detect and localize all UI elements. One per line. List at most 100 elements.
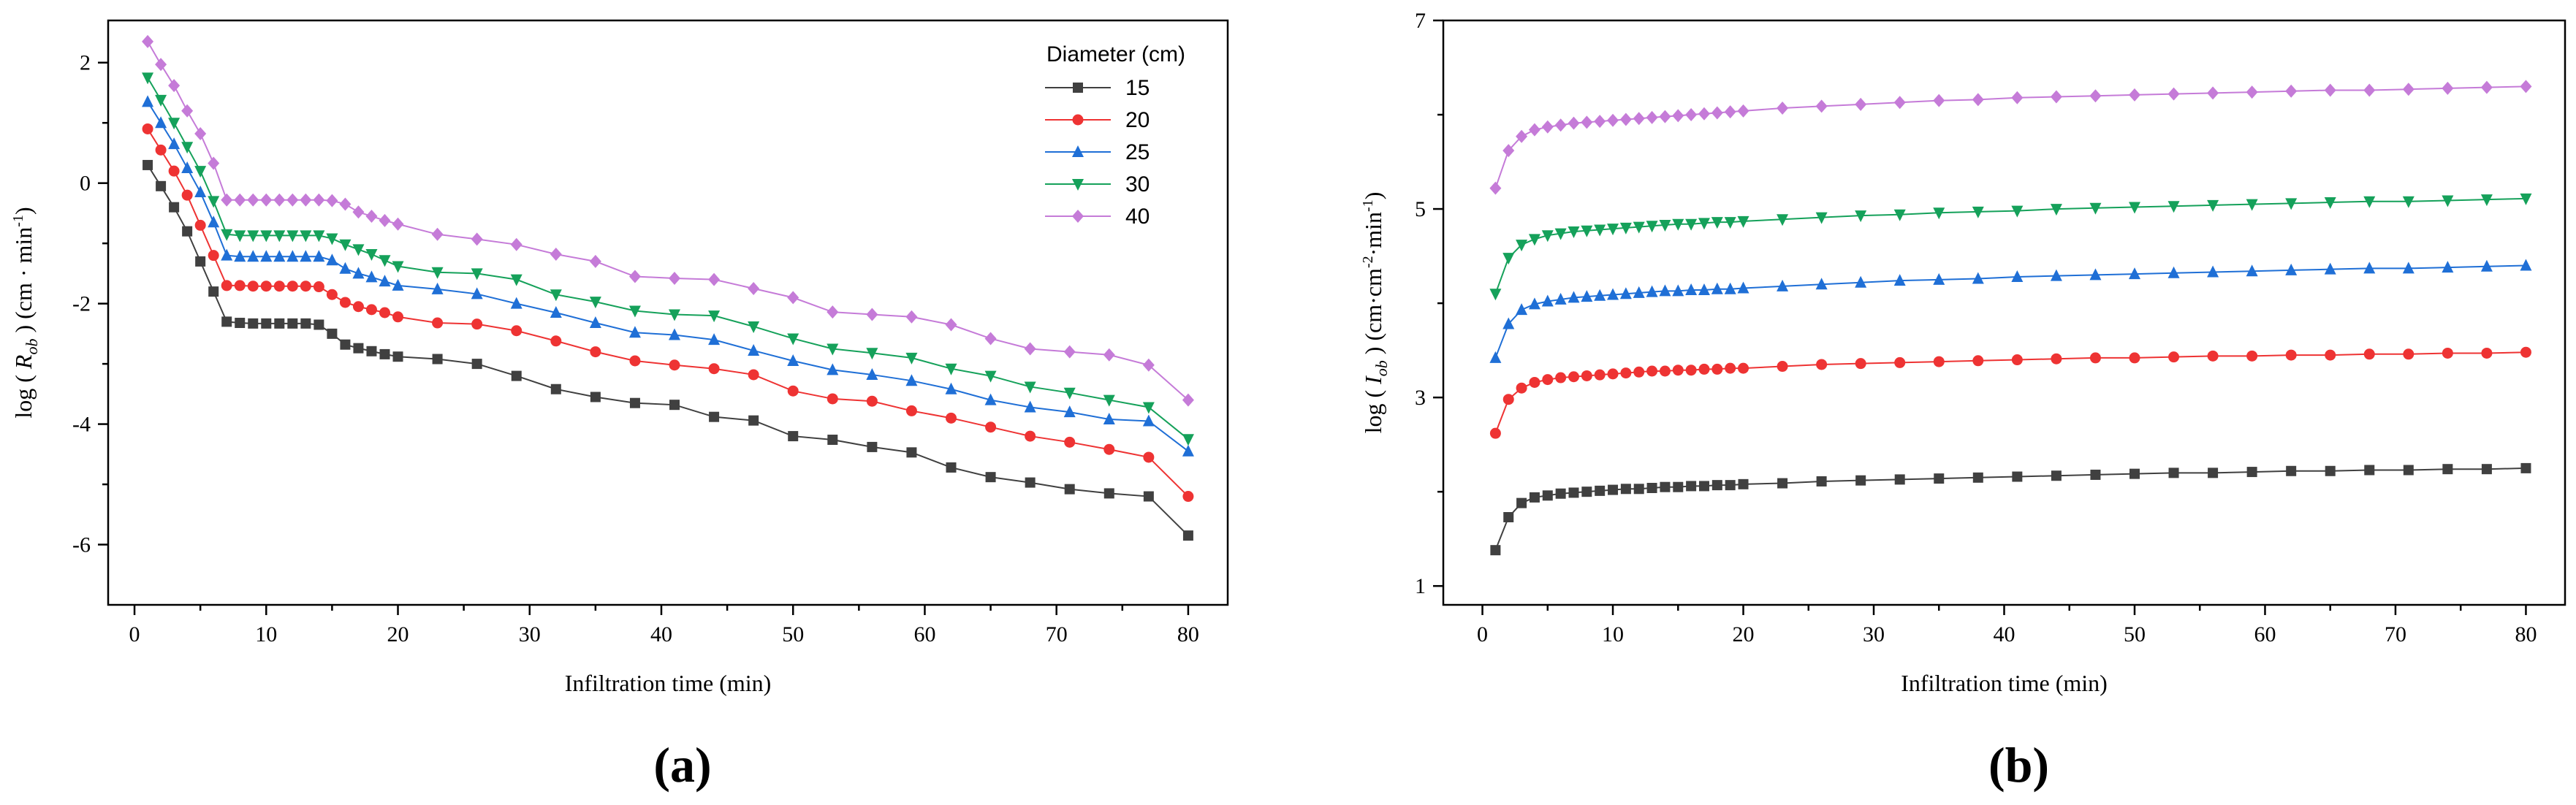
data-point — [155, 116, 167, 129]
data-point — [2128, 202, 2140, 214]
series-line-20 — [1494, 351, 2526, 434]
data-point — [168, 118, 181, 130]
series-30 — [1489, 193, 2532, 301]
data-point — [1972, 93, 1984, 107]
data-point — [1698, 363, 1710, 375]
data-point — [2089, 89, 2102, 103]
data-point — [985, 421, 997, 433]
data-point — [1542, 374, 1554, 386]
data-point — [1554, 228, 1567, 240]
data-point — [1541, 294, 1554, 307]
data-point — [194, 127, 207, 141]
data-point — [1698, 107, 1710, 121]
data-point — [2403, 348, 2414, 360]
data-point — [1816, 359, 1828, 370]
data-point — [1777, 279, 1789, 291]
x-tick-label: 30 — [1863, 622, 1885, 646]
data-point — [905, 352, 918, 365]
data-point — [1554, 292, 1567, 305]
data-point — [221, 316, 232, 327]
data-point — [867, 441, 878, 452]
data-point — [985, 472, 996, 483]
data-point — [1972, 206, 1984, 218]
data-point — [1711, 217, 1723, 229]
data-point — [471, 287, 483, 300]
data-point — [2129, 352, 2140, 364]
data-point — [787, 291, 799, 305]
data-point — [142, 72, 154, 85]
data-point — [208, 215, 220, 228]
data-point — [1619, 287, 1632, 300]
data-point — [550, 335, 562, 347]
data-point — [1581, 225, 1593, 237]
data-point — [314, 319, 324, 330]
data-point — [432, 354, 443, 365]
data-point — [2050, 269, 2062, 281]
series-line-40 — [1494, 85, 2526, 189]
series-40 — [1489, 80, 2532, 195]
data-point — [2168, 468, 2179, 478]
data-point — [2324, 197, 2336, 210]
data-point — [2167, 87, 2180, 101]
data-point — [260, 250, 273, 262]
data-point — [287, 318, 298, 329]
data-point — [1607, 224, 1619, 236]
series-line-30 — [147, 77, 1189, 440]
data-point — [2402, 262, 2414, 274]
data-point — [260, 193, 273, 207]
data-point — [2285, 349, 2297, 361]
x-tick-label: 80 — [1177, 622, 1199, 646]
data-point — [2324, 262, 2336, 275]
data-point — [511, 370, 522, 381]
data-point — [248, 318, 259, 329]
data-point — [827, 435, 838, 446]
data-point — [313, 281, 324, 293]
data-point — [155, 94, 167, 107]
data-point — [1972, 272, 1984, 284]
data-point — [827, 393, 838, 405]
x-tick-label: 80 — [2515, 622, 2537, 646]
series-line-15 — [1494, 467, 2526, 551]
data-point — [1541, 230, 1554, 243]
data-point — [1686, 481, 1697, 492]
data-point — [748, 369, 759, 381]
data-point — [1025, 430, 1036, 442]
data-point — [379, 255, 391, 267]
data-point — [709, 411, 720, 422]
data-point — [1490, 545, 1501, 556]
data-point — [748, 321, 760, 333]
data-point — [169, 202, 180, 213]
data-point — [1933, 207, 1945, 220]
panel-label: (b) — [1988, 737, 2049, 793]
data-point — [261, 318, 272, 329]
data-point — [181, 189, 193, 201]
data-point — [2520, 462, 2531, 473]
data-point — [1568, 226, 1580, 239]
data-point — [2012, 471, 2023, 482]
data-point — [1646, 110, 1658, 124]
data-point — [1528, 297, 1540, 310]
data-point — [2246, 199, 2258, 211]
data-point — [1502, 317, 1515, 329]
data-point — [300, 281, 311, 292]
data-point — [286, 230, 299, 243]
data-point — [1024, 400, 1036, 413]
legend-marker — [1072, 210, 1084, 223]
data-point — [1711, 363, 1723, 375]
data-point — [234, 230, 246, 243]
data-point — [365, 210, 378, 224]
data-point — [1698, 218, 1710, 230]
data-point — [2090, 469, 2101, 480]
data-point — [247, 230, 259, 243]
data-point — [2364, 465, 2375, 476]
data-point — [392, 278, 404, 291]
x-tick-label: 0 — [1477, 622, 1488, 646]
data-point — [905, 405, 917, 416]
data-point — [234, 193, 246, 207]
data-point — [194, 166, 207, 178]
data-point — [2011, 205, 2024, 218]
data-point — [1024, 342, 1036, 356]
data-point — [326, 233, 338, 245]
data-point — [945, 382, 957, 394]
data-point — [247, 281, 259, 292]
